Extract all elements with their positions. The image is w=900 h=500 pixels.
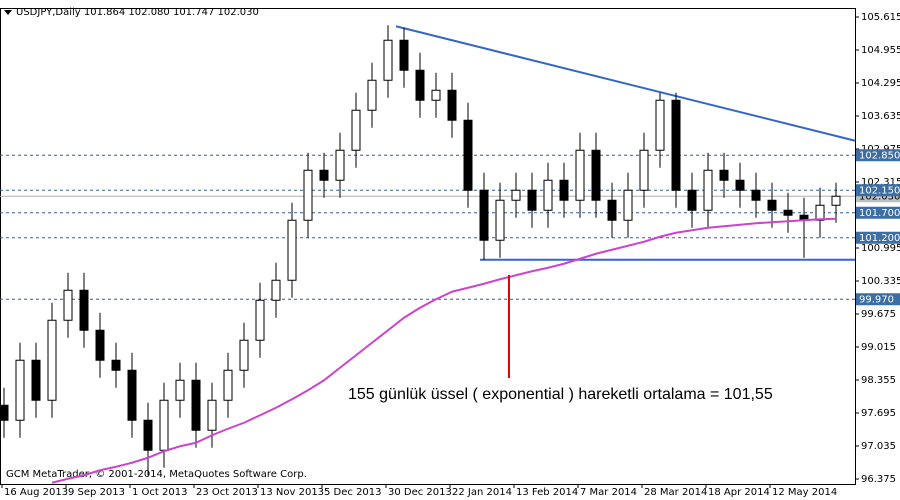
level-box [856, 184, 900, 197]
candle-body [543, 179, 553, 211]
candle-body [111, 359, 121, 371]
candle-body [31, 359, 41, 401]
candle-body [703, 169, 713, 211]
candle-body [63, 289, 73, 321]
candle-body [447, 89, 457, 121]
candle-body [431, 89, 441, 101]
trendline [395, 25, 856, 142]
candle-body [639, 149, 649, 191]
candle-body [47, 319, 57, 401]
candle-body [303, 169, 313, 221]
candle-body [463, 119, 473, 191]
level-label: 99.970 [859, 294, 894, 305]
candle-body [687, 189, 697, 211]
candle-body [367, 79, 377, 111]
x-tick-label: 13 Nov 2013 [260, 487, 324, 498]
level-box [856, 293, 900, 306]
candle-body [511, 189, 521, 201]
candle-body [255, 299, 265, 341]
candle-body [191, 379, 201, 431]
y-tick-label: 99.675 [861, 309, 896, 320]
chart-title: USDJPY,Daily 101.864 102.080 101.747 102… [16, 7, 259, 18]
y-tick-label: 102.315 [861, 177, 900, 188]
y-tick-label: 100.995 [861, 243, 900, 254]
y-tick-label: 100.335 [861, 276, 900, 287]
x-tick-label: 16 Aug 2013 [4, 487, 68, 498]
x-tick-label: 12 May 2014 [772, 487, 837, 498]
x-tick-label: 18 Apr 2014 [708, 487, 770, 498]
candle-body [831, 195, 841, 206]
candle-body [287, 219, 297, 281]
candle-body [815, 204, 825, 221]
x-tick-label: 9 Sep 2013 [68, 487, 125, 498]
candle-body [0, 404, 9, 421]
candle-body [95, 329, 105, 361]
candle-body [767, 199, 777, 211]
candle-body [127, 369, 137, 421]
plot-frame [0, 8, 856, 485]
level-label: 101.200 [859, 233, 900, 244]
level-label: 102.850 [859, 150, 900, 161]
level-box [856, 206, 900, 219]
candle-body [207, 399, 217, 431]
candle-body [655, 99, 665, 151]
candle-body [783, 209, 793, 216]
candle-body [335, 149, 345, 181]
candle-body [239, 339, 249, 371]
y-tick-label: 105.615 [861, 12, 900, 23]
y-tick-label: 98.355 [861, 375, 896, 386]
candle-body [607, 199, 617, 221]
candle-body [591, 149, 601, 201]
x-tick-label: 7 Mar 2014 [580, 487, 637, 498]
x-tick-label: 1 Oct 2013 [132, 487, 187, 498]
candle-body [143, 419, 153, 451]
candle-body [495, 199, 505, 241]
candle-body [271, 279, 281, 301]
candle-body [223, 369, 233, 401]
y-tick-label: 103.635 [861, 111, 900, 122]
y-tick-label: 104.295 [861, 78, 900, 89]
y-tick-label: 96.375 [861, 474, 896, 485]
level-label: 102.150 [859, 185, 900, 196]
candle-body [575, 149, 585, 201]
candle-body [415, 69, 425, 101]
annotation: 155 günlük üssel ( exponential ) hareket… [348, 386, 773, 403]
candle-body [751, 189, 761, 201]
candle-body [319, 169, 329, 181]
candle-body [671, 99, 681, 191]
candle-body [79, 289, 89, 331]
candle-body [719, 169, 729, 181]
x-tick-label: 5 Dec 2013 [324, 487, 382, 498]
candle-body [383, 39, 393, 81]
candle-body [399, 39, 409, 71]
x-tick-label: 23 Oct 2013 [196, 487, 258, 498]
x-tick-label: 28 Mar 2014 [644, 487, 707, 498]
candle-body [735, 179, 745, 191]
candle-body [559, 179, 569, 201]
candle-body [159, 399, 169, 451]
candle-body [527, 189, 537, 211]
x-tick-label: 13 Feb 2014 [516, 487, 578, 498]
level-box [856, 231, 900, 244]
menu-icon [4, 10, 12, 15]
candle-body [623, 189, 633, 221]
y-tick-label: 97.035 [861, 441, 896, 452]
y-tick-label: 104.955 [861, 45, 900, 56]
x-tick-label: 22 Jan 2014 [452, 487, 512, 498]
candle-body [351, 109, 361, 151]
current-price-label: 102.030 [859, 191, 900, 202]
level-label: 101.700 [859, 208, 900, 219]
ema-line [51, 217, 837, 484]
candle-body [15, 359, 25, 421]
level-box [856, 149, 900, 162]
footer: GCM MetaTrader, © 2001-2014, MetaQuotes … [6, 469, 307, 480]
candle-body [479, 189, 489, 241]
x-tick-label: 30 Dec 2013 [388, 487, 452, 498]
candle-body [175, 379, 185, 401]
y-tick-label: 99.015 [861, 342, 896, 353]
y-tick-label: 97.695 [861, 408, 896, 419]
